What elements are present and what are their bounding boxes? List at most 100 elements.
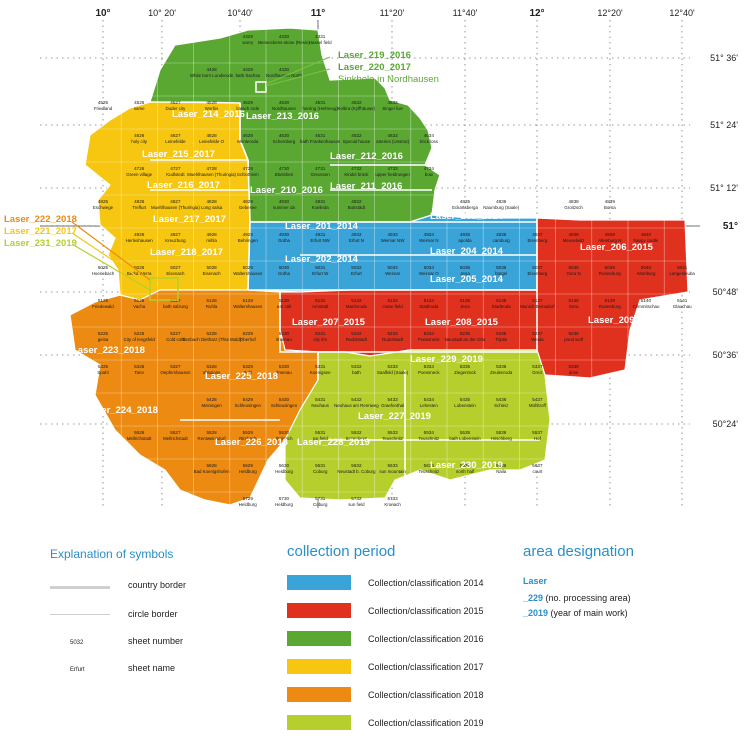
- area-label: Laser_214_2016: [172, 109, 245, 120]
- sheet-name: city Ilm: [313, 337, 327, 342]
- sheet-number: 4826: [134, 199, 145, 204]
- sheet-name: Glauchau: [673, 304, 692, 309]
- sheet-name: Crimmitschau: [633, 304, 660, 309]
- sheet-name: Gera N: [567, 271, 581, 276]
- lat-label: 51°: [723, 221, 738, 232]
- area-title: area designation: [523, 543, 634, 560]
- sheet-name: Leinefelde: [165, 139, 186, 144]
- sheet-number: 5031: [315, 265, 326, 270]
- sheet-name: Berka Werra: [127, 271, 152, 276]
- sheet-name: upper heldrungen: [375, 172, 410, 177]
- sheet-number: 5435: [460, 397, 471, 402]
- sheet-name: Zeulenroda: [490, 370, 513, 375]
- sheet-name: same: [134, 106, 145, 111]
- sheet-number: 4429: [243, 67, 254, 72]
- sheet-number: 5536: [496, 430, 507, 435]
- period-label: Collection/classification 2014: [368, 578, 484, 588]
- sheet-number: 5236: [496, 331, 507, 336]
- sheet-number: 5730: [279, 496, 290, 501]
- period-swatch: [287, 659, 351, 674]
- sheet-number: 5537: [532, 430, 543, 435]
- sheet-number: 5038: [568, 265, 579, 270]
- lon-label: 11°40': [453, 8, 478, 18]
- sheet-name: Lehesten: [420, 403, 439, 408]
- sheet-number: 5528: [206, 430, 217, 435]
- sheet-number: 5533: [387, 430, 398, 435]
- sheet-name: Greiz: [532, 370, 543, 375]
- sheet-number: 4430: [279, 67, 290, 72]
- sheet-number: 5631: [315, 463, 326, 468]
- sheet-name: Rudolstadt: [382, 337, 404, 342]
- sheet-number: 5132: [351, 298, 362, 303]
- sheet-name: sun field: [348, 502, 365, 507]
- sheet-number: 4734: [424, 166, 435, 171]
- sheet-name: Weimar NW: [381, 238, 405, 243]
- sheet-name: Stadtroda: [419, 304, 439, 309]
- sheet-number: 5230: [279, 331, 290, 336]
- sheet-name: Ronneburg: [599, 304, 621, 309]
- sheet-number: 4530: [279, 100, 290, 105]
- lon-label: 12°40': [669, 8, 695, 18]
- sheet-name: bath salzung: [163, 304, 188, 309]
- sheet-number: 5231: [315, 331, 326, 336]
- sheet-number: 5032: [351, 265, 362, 270]
- sheet-name: Eschwege: [93, 205, 114, 210]
- sheet-number: 5534: [424, 430, 435, 435]
- sheet-name: Sonneberg: [346, 436, 368, 441]
- sheet-number: 5027: [170, 265, 181, 270]
- sheet-name: Nordhausen North: [266, 73, 302, 78]
- callout-laser-220: Laser_220_2017: [338, 62, 411, 73]
- sheet-number: 5527: [170, 430, 181, 435]
- sheet-number: 4928: [206, 232, 217, 237]
- sheet-number: 5130: [279, 298, 290, 303]
- sheet-name: Gotha: [278, 271, 291, 276]
- sheet-number: 5128: [206, 298, 217, 303]
- sheet-name: Weimar O: [419, 271, 439, 276]
- sheet-name: Weimar: [385, 271, 401, 276]
- sheet-number: 4529: [243, 100, 254, 105]
- sheet-number: 4929: [243, 232, 254, 237]
- sheet-number: 5429: [243, 397, 254, 402]
- sheet-name: mihla: [206, 238, 217, 243]
- sheet-number: 5131: [315, 298, 326, 303]
- sheet-name: Ruhla: [206, 304, 218, 309]
- sheet-name: Eisenach: [203, 271, 222, 276]
- sheet-number: 5529: [243, 430, 254, 435]
- sheet-name: Lobenstein: [454, 403, 476, 408]
- sheet-name: Hassel field: [309, 40, 332, 45]
- sheet-name: Naumburg (Saale): [483, 205, 519, 210]
- sheet-number: 5333: [387, 364, 398, 369]
- sheet-name: Coburg: [313, 469, 328, 474]
- area-label: Laser_223_2018: [72, 345, 145, 356]
- area-label: Laser_230_2019: [430, 460, 503, 471]
- sheet-number: 5029: [243, 265, 254, 270]
- area-label: Laser_213_2016: [246, 111, 319, 122]
- period-title: collection period: [287, 543, 396, 560]
- sheet-number: 5636: [496, 463, 507, 468]
- sheet-name: pond wolf: [564, 337, 584, 342]
- sheet-number: 5433: [387, 397, 398, 402]
- sheet-name: Mühltroff: [529, 403, 547, 408]
- sheet-number: 4839: [605, 199, 616, 204]
- sheet-name: sun mountain: [379, 469, 406, 474]
- sheet-name: Arnstadt: [312, 304, 329, 309]
- circle-border-label: circle border: [128, 609, 178, 619]
- sheet-name: Hof: [534, 436, 542, 441]
- sheet-number: 4633: [387, 133, 398, 138]
- sheet-number: 5630: [279, 463, 290, 468]
- lon-label: 10° 20': [148, 8, 176, 18]
- sheet-name: holy city: [131, 139, 148, 144]
- sheet-name: Altenburg: [637, 271, 656, 276]
- sheet-number: 5526: [134, 430, 145, 435]
- sheet-number: 5334: [424, 364, 435, 369]
- area-label: Laser_211_2016: [330, 181, 402, 192]
- sheet-number: 5228: [206, 331, 217, 336]
- period-swatch: [287, 575, 351, 590]
- sheet-number: 5637: [532, 463, 543, 468]
- area-code-year-desc: (year of main work): [550, 608, 628, 618]
- sheet-number-example: 5032: [70, 640, 84, 646]
- sheet-number: 4831: [315, 199, 326, 204]
- sheet-name: Stadtroda: [492, 304, 512, 309]
- sheet-number: 5026: [134, 265, 145, 270]
